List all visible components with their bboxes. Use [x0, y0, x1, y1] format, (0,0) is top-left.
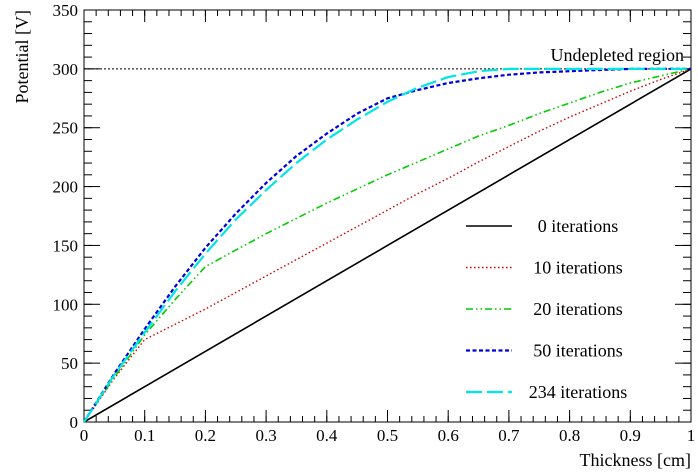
x-tick-label: 0.2	[195, 426, 216, 445]
series-line-3	[83, 67, 691, 423]
series-line-0	[83, 68, 692, 423]
x-tick-label: 1	[687, 426, 696, 445]
x-tick-label: 0.7	[498, 426, 520, 445]
x-tick-label: 0.8	[559, 426, 580, 445]
x-tick-label: 0.3	[255, 426, 276, 445]
y-tick-label: 50	[61, 354, 78, 373]
legend-label-3: 50 iterations	[533, 341, 622, 361]
x-axis-title: Thickness [cm]	[580, 450, 691, 470]
x-tick-label: 0.4	[316, 426, 338, 445]
y-tick-label: 200	[53, 178, 79, 197]
series-line-1	[83, 68, 692, 423]
y-tick-label: 250	[53, 119, 79, 138]
x-tick-label: 0.6	[438, 426, 459, 445]
y-tick-label: 300	[53, 60, 79, 79]
y-axis-title: Potential [V]	[12, 10, 32, 103]
x-tick-label: 0.5	[377, 426, 398, 445]
legend-label-1: 10 iterations	[533, 258, 622, 278]
x-tick-label: 0.9	[620, 426, 641, 445]
y-tick-label: 0	[70, 413, 79, 432]
series-line-2	[83, 68, 692, 423]
legend-label-0: 0 iterations	[538, 216, 618, 236]
x-tick-label: 0.1	[134, 426, 155, 445]
y-tick-label: 100	[53, 295, 79, 314]
legend-label-2: 20 iterations	[533, 299, 622, 319]
series-layer	[83, 67, 692, 423]
series-line-4	[83, 67, 691, 423]
y-tick-label: 150	[53, 236, 79, 255]
legend: 0 iterations 10 iterations 20 iterations 50…	[466, 216, 627, 402]
legend-label-4: 234 iterations	[529, 382, 627, 402]
x-tick-label: 0	[80, 426, 89, 445]
y-tick-label: 350	[53, 1, 79, 20]
annotation-undepleted-region: Undepleted region	[551, 45, 684, 65]
ticks-layer: 0 0.1 0.2 0.3 0.4 0.5 0.6 0.7 0.8 0.9 1 0 50 100 150 20…	[53, 1, 696, 445]
